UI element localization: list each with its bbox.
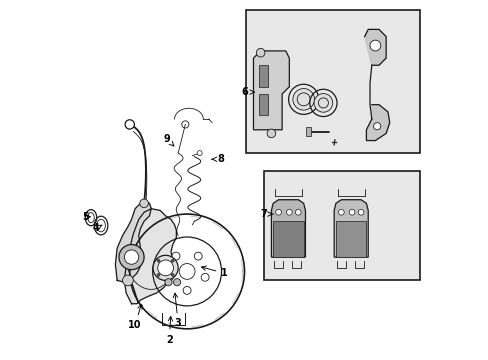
Circle shape (157, 274, 160, 276)
Circle shape (125, 120, 134, 129)
Polygon shape (305, 127, 310, 136)
Text: 1: 1 (201, 266, 228, 278)
Bar (273, 221, 303, 257)
Circle shape (373, 123, 380, 130)
Circle shape (194, 252, 202, 260)
Circle shape (179, 264, 195, 279)
Circle shape (348, 210, 354, 215)
Text: 10: 10 (128, 305, 142, 330)
Circle shape (172, 252, 180, 260)
Polygon shape (364, 30, 386, 65)
Circle shape (157, 259, 160, 262)
Circle shape (124, 250, 139, 264)
Text: 8: 8 (212, 154, 224, 164)
Text: 6: 6 (241, 87, 254, 97)
Circle shape (338, 210, 344, 215)
Circle shape (275, 210, 281, 215)
Circle shape (140, 199, 148, 208)
Circle shape (173, 279, 180, 286)
Circle shape (357, 210, 363, 215)
Circle shape (171, 259, 174, 262)
Polygon shape (333, 200, 367, 257)
Bar (246, 10, 419, 153)
Circle shape (165, 273, 173, 281)
Text: 5: 5 (82, 212, 90, 221)
Polygon shape (271, 200, 305, 257)
Circle shape (183, 287, 191, 294)
Circle shape (369, 40, 380, 51)
Circle shape (158, 260, 173, 276)
Polygon shape (115, 202, 151, 282)
Circle shape (286, 210, 292, 215)
Text: 9: 9 (163, 134, 174, 146)
Bar (264, 171, 419, 280)
Circle shape (292, 89, 314, 110)
Circle shape (119, 244, 144, 270)
Text: 2: 2 (165, 316, 172, 345)
Bar (258, 94, 267, 116)
Circle shape (171, 274, 174, 276)
Circle shape (197, 150, 202, 156)
Circle shape (122, 275, 133, 286)
Circle shape (153, 255, 178, 280)
Circle shape (313, 94, 332, 112)
Polygon shape (253, 51, 289, 130)
Polygon shape (124, 209, 176, 304)
Text: 3: 3 (173, 293, 181, 328)
Circle shape (266, 129, 275, 138)
Circle shape (201, 273, 209, 281)
Text: 4: 4 (92, 224, 102, 233)
Polygon shape (366, 105, 389, 140)
Bar (258, 65, 267, 87)
Bar (335, 221, 366, 257)
Circle shape (256, 48, 264, 57)
Circle shape (164, 279, 172, 286)
Circle shape (295, 210, 301, 215)
Text: 7: 7 (260, 209, 273, 219)
